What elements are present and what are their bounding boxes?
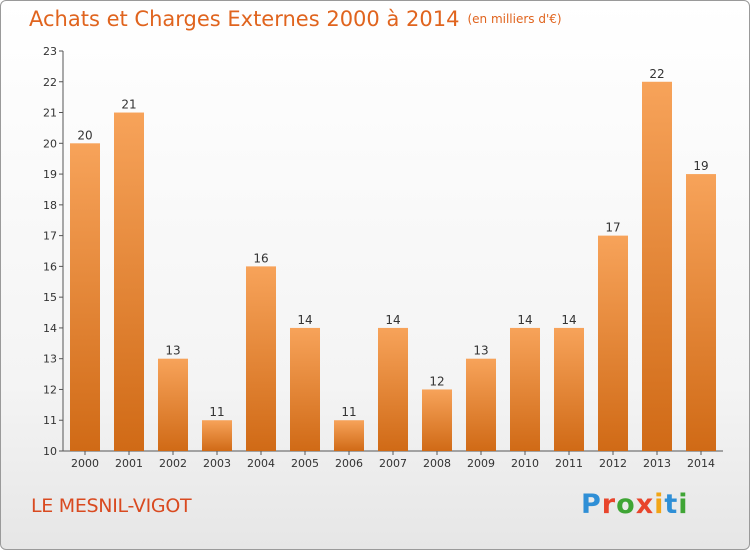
bar[interactable] bbox=[158, 358, 188, 451]
bar[interactable] bbox=[466, 358, 496, 451]
bar-value-label: 13 bbox=[165, 344, 180, 358]
bars: 20 21 13 11 16 14 11 14 12 13 14 14 17 22 19 bbox=[70, 67, 716, 452]
logo-letter: i bbox=[678, 489, 689, 520]
y-tick-label: 10 bbox=[43, 445, 57, 458]
bar[interactable] bbox=[510, 327, 540, 451]
title-unit: (en milliers d'€) bbox=[467, 12, 562, 26]
y-tick-label: 19 bbox=[43, 168, 57, 181]
bar[interactable] bbox=[554, 327, 584, 451]
bar-value-label: 21 bbox=[121, 98, 136, 112]
x-tick-label: 2009 bbox=[467, 457, 495, 470]
bar-value-label: 14 bbox=[517, 313, 532, 327]
bar-value-label: 14 bbox=[385, 313, 400, 327]
x-tick-label: 2006 bbox=[335, 457, 363, 470]
bar-value-label: 19 bbox=[693, 159, 708, 173]
commune-name: LE MESNIL-VIGOT bbox=[31, 495, 192, 517]
y-tick-label: 17 bbox=[43, 230, 57, 243]
x-tick-label: 2005 bbox=[291, 457, 319, 470]
y-tick-label: 21 bbox=[43, 107, 57, 120]
chart-title: Achats et Charges Externes 2000 à 2014 (e… bbox=[29, 7, 562, 31]
bar-value-label: 11 bbox=[209, 405, 224, 419]
x-tick-label: 2007 bbox=[379, 457, 407, 470]
bar[interactable] bbox=[202, 420, 232, 451]
x-tick-label: 2003 bbox=[203, 457, 231, 470]
y-tick-label: 15 bbox=[43, 291, 57, 304]
x-tick-label: 2004 bbox=[247, 457, 275, 470]
bar[interactable] bbox=[290, 327, 320, 451]
x-tick-label: 2013 bbox=[643, 457, 671, 470]
bar-value-label: 13 bbox=[473, 344, 488, 358]
logo-letter: r bbox=[601, 489, 617, 520]
bar-value-label: 11 bbox=[341, 405, 356, 419]
bar-value-label: 14 bbox=[561, 313, 576, 327]
bar-value-label: 20 bbox=[77, 128, 92, 142]
axes: 10 11 12 13 14 15 16 17 18 19 20 21 22 23 2000 2001 2002… bbox=[43, 45, 723, 470]
y-tick-label: 13 bbox=[43, 353, 57, 366]
y-tick-label: 12 bbox=[43, 383, 57, 396]
bar[interactable] bbox=[378, 327, 408, 451]
y-tick-label: 20 bbox=[43, 137, 57, 150]
x-tick-label: 2011 bbox=[555, 457, 583, 470]
x-tick-label: 2014 bbox=[687, 457, 715, 470]
x-tick-label: 2000 bbox=[71, 457, 99, 470]
y-tick-label: 16 bbox=[43, 260, 57, 273]
logo-letter: P bbox=[581, 489, 602, 520]
y-tick-label: 11 bbox=[43, 414, 57, 427]
bar[interactable] bbox=[686, 174, 716, 452]
proxiti-logo[interactable]: Proxiti bbox=[581, 489, 689, 520]
x-tick-label: 2008 bbox=[423, 457, 451, 470]
bar[interactable] bbox=[114, 112, 144, 452]
bar-value-label: 17 bbox=[605, 221, 620, 235]
x-tick-label: 2012 bbox=[599, 457, 627, 470]
bar-value-label: 22 bbox=[649, 67, 664, 81]
logo-letter: t bbox=[664, 489, 679, 520]
bar[interactable] bbox=[70, 143, 100, 452]
logo-letter: i bbox=[654, 489, 665, 520]
bar-value-label: 16 bbox=[253, 251, 268, 265]
bar[interactable] bbox=[422, 389, 452, 451]
bar[interactable] bbox=[598, 235, 628, 451]
x-tick-label: 2001 bbox=[115, 457, 143, 470]
x-tick-label: 2002 bbox=[159, 457, 187, 470]
title-text: Achats et Charges Externes 2000 à 2014 bbox=[29, 7, 460, 31]
x-tick-label: 2010 bbox=[511, 457, 539, 470]
y-tick-label: 22 bbox=[43, 76, 57, 89]
bar[interactable] bbox=[246, 266, 276, 451]
bar-value-label: 14 bbox=[297, 313, 312, 327]
bar-value-label: 12 bbox=[429, 374, 444, 388]
logo-letter: o bbox=[616, 489, 636, 520]
y-tick-label: 23 bbox=[43, 45, 57, 58]
bar[interactable] bbox=[642, 81, 672, 452]
y-tick-label: 14 bbox=[43, 322, 57, 335]
y-tick-label: 18 bbox=[43, 199, 57, 212]
logo-letter: x bbox=[635, 489, 655, 520]
bar[interactable] bbox=[334, 420, 364, 451]
